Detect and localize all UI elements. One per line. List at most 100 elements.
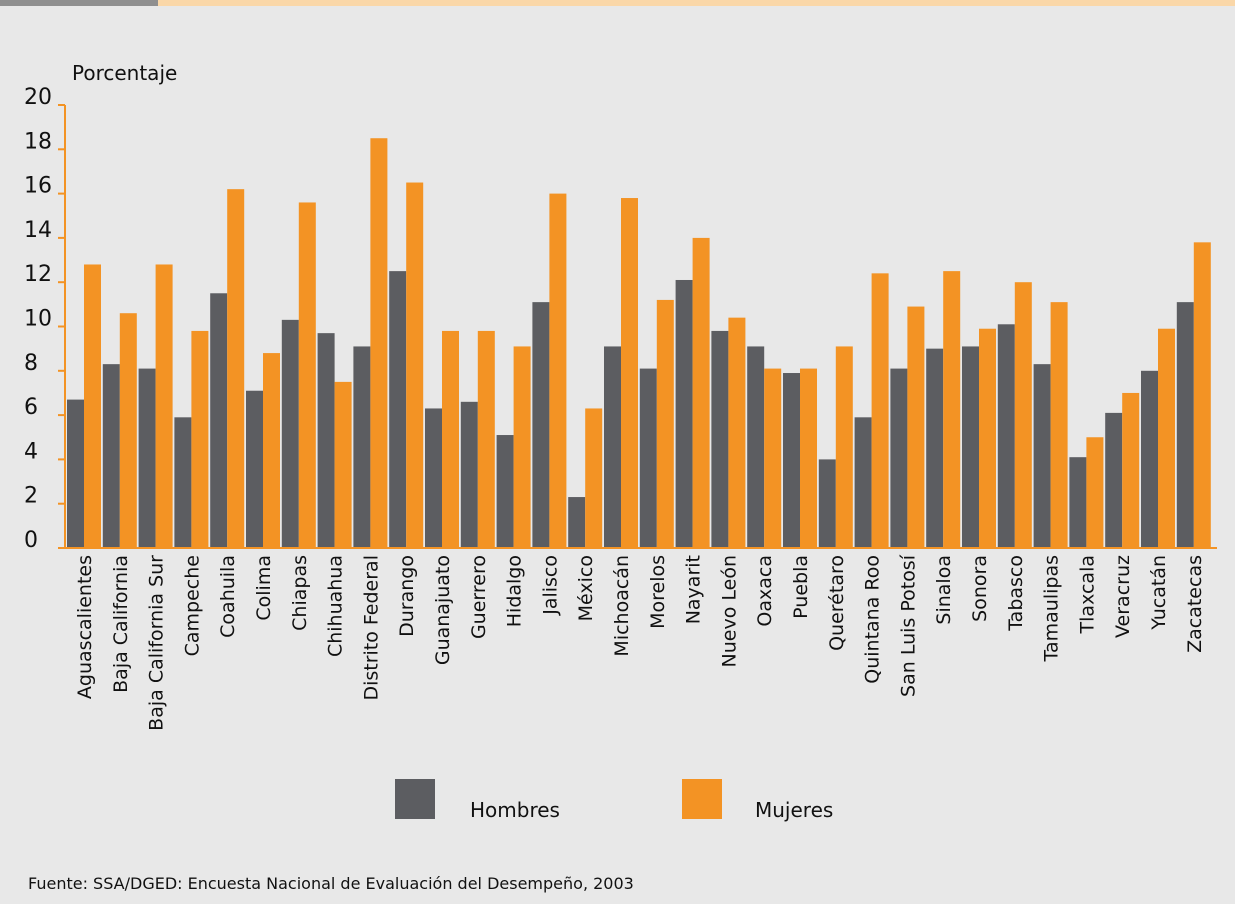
bar-hombres bbox=[1141, 370, 1158, 548]
legend-hombres-label: Hombres bbox=[470, 798, 560, 822]
bar-hombres bbox=[1069, 457, 1087, 548]
x-tick-label: Michoacán bbox=[611, 555, 633, 657]
bar-hombres bbox=[675, 279, 693, 548]
bar-hombres bbox=[747, 346, 765, 548]
x-tick-label: Morelos bbox=[647, 555, 669, 629]
y-tick-label: 6 bbox=[24, 395, 38, 420]
x-tick-label: Hidalgo bbox=[504, 555, 526, 627]
source-note: Fuente: SSA/DGED: Encuesta Nacional de E… bbox=[28, 874, 634, 893]
bar-hombres bbox=[1105, 412, 1123, 548]
bar-mujeres bbox=[1086, 437, 1104, 548]
bar-mujeres bbox=[871, 273, 889, 548]
x-tick-label: Campeche bbox=[181, 555, 203, 656]
x-tick-label: México bbox=[575, 555, 597, 621]
bar-mujeres bbox=[370, 138, 388, 548]
x-tick-label: Puebla bbox=[790, 555, 812, 619]
x-tick-label: Jalisco bbox=[539, 555, 561, 616]
bar-mujeres bbox=[263, 353, 280, 548]
bar-hombres bbox=[174, 417, 192, 548]
bar-hombres bbox=[102, 364, 120, 548]
y-axis-label: Porcentaje bbox=[72, 61, 177, 85]
bar-mujeres bbox=[298, 202, 316, 548]
y-tick-label: 0 bbox=[24, 528, 38, 553]
x-tick-label: Nuevo León bbox=[718, 555, 740, 667]
bar-mujeres bbox=[191, 330, 209, 548]
header-accent-light bbox=[158, 0, 1235, 6]
bar-hombres bbox=[890, 368, 908, 548]
bar-mujeres bbox=[155, 264, 173, 548]
bar-hombres bbox=[210, 293, 228, 548]
bar-hombres bbox=[67, 399, 84, 548]
bar-hombres bbox=[997, 324, 1015, 548]
bar-hombres bbox=[317, 333, 335, 548]
y-tick-label: 4 bbox=[24, 439, 38, 464]
x-tick-label: Chiapas bbox=[289, 555, 311, 631]
x-tick-label: Distrito Federal bbox=[360, 555, 382, 701]
legend-mujeres-label: Mujeres bbox=[755, 798, 834, 822]
bar-hombres bbox=[818, 459, 836, 548]
bar-mujeres bbox=[442, 330, 459, 548]
y-tick-label: 14 bbox=[24, 218, 52, 243]
x-tick-label: Guerrero bbox=[468, 555, 490, 639]
bar-hombres bbox=[711, 330, 729, 548]
x-tick-label: Tamaulipas bbox=[1041, 555, 1063, 662]
x-tick-label: Guanajuato bbox=[432, 555, 454, 665]
bar-mujeres bbox=[585, 408, 603, 548]
y-tick-label: 16 bbox=[24, 174, 52, 199]
x-tick-label: Quintana Roo bbox=[862, 555, 884, 684]
bar-hombres bbox=[246, 390, 263, 548]
bar-hombres bbox=[639, 368, 657, 548]
bar-mujeres bbox=[764, 368, 782, 548]
x-tick-label: Durango bbox=[396, 555, 418, 637]
y-tick-label: 12 bbox=[24, 262, 52, 287]
x-tick-label: Aguascalientes bbox=[74, 555, 96, 699]
x-tick-label: Veracruz bbox=[1112, 555, 1134, 638]
y-tick-label: 8 bbox=[24, 351, 38, 376]
x-tick-label: Oaxaca bbox=[754, 555, 776, 627]
x-tick-label: Baja California Sur bbox=[146, 555, 168, 731]
bar-mujeres bbox=[477, 330, 495, 548]
bar-mujeres bbox=[943, 271, 961, 548]
bar-mujeres bbox=[227, 189, 245, 549]
bar-mujeres bbox=[835, 346, 853, 548]
bar-hombres bbox=[962, 346, 979, 548]
bar-hombres bbox=[425, 408, 442, 548]
bar-hombres bbox=[1033, 364, 1051, 548]
x-tick-label: Yucatán bbox=[1148, 555, 1170, 631]
bar-mujeres bbox=[84, 264, 101, 548]
x-tick-label: Baja California bbox=[110, 555, 132, 693]
bar-hombres bbox=[783, 373, 800, 548]
x-tick-label: Chihuahua bbox=[325, 555, 347, 657]
bar-hombres bbox=[138, 368, 156, 548]
x-tick-label: Nayarit bbox=[683, 555, 705, 624]
x-tick-label: Zacatecas bbox=[1184, 555, 1206, 653]
x-tick-label: Tabasco bbox=[1005, 555, 1027, 632]
x-axis-labels: Aguascalientes Baja California Baja Califo… bbox=[74, 554, 1206, 731]
bar-hombres bbox=[353, 346, 371, 548]
bar-mujeres bbox=[549, 193, 567, 548]
bar-mujeres bbox=[334, 381, 352, 548]
bar-hombres bbox=[496, 435, 514, 548]
x-tick-label: Querétaro bbox=[826, 555, 848, 651]
bar-hombres bbox=[460, 401, 478, 548]
y-tick-label: 20 bbox=[24, 85, 52, 110]
header-accent-dark bbox=[0, 0, 158, 6]
legend-mujeres-swatch bbox=[682, 779, 722, 819]
bar-hombres bbox=[926, 348, 944, 548]
bar-mujeres bbox=[406, 182, 424, 548]
bar-mujeres bbox=[1122, 392, 1140, 548]
bar-mujeres bbox=[1014, 282, 1032, 548]
bar-mujeres bbox=[513, 346, 531, 548]
bar-hombres bbox=[604, 346, 621, 548]
y-tick-label: 10 bbox=[24, 307, 52, 332]
bars bbox=[67, 138, 1211, 549]
y-tick-label: 18 bbox=[24, 129, 52, 154]
bar-mujeres bbox=[907, 306, 925, 548]
bar-mujeres bbox=[979, 328, 996, 548]
legend-hombres-swatch bbox=[395, 779, 435, 819]
bar-hombres bbox=[281, 319, 299, 548]
bar-mujeres bbox=[621, 198, 638, 548]
bar-mujeres bbox=[692, 237, 710, 548]
y-tick-label: 2 bbox=[24, 484, 38, 509]
